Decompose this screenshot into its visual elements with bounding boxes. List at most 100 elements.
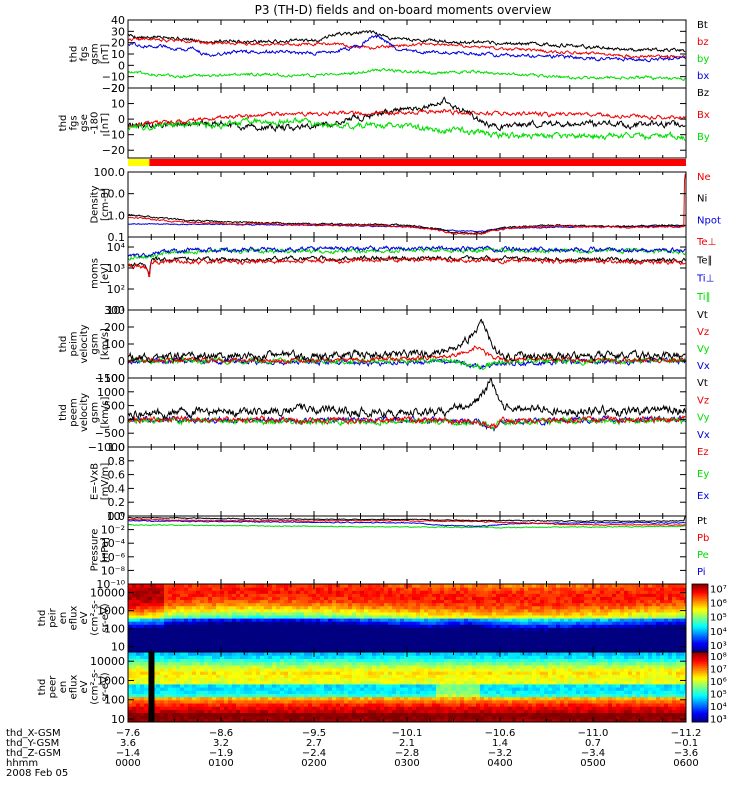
spectrogram-cell xyxy=(248,596,253,601)
spectrogram-cell xyxy=(276,655,281,659)
spectrogram-cell xyxy=(204,655,209,659)
spectrogram-cell xyxy=(520,645,525,650)
spectrogram-cell xyxy=(604,608,609,613)
spectrogram-cell xyxy=(328,633,333,638)
spectrogram-cell xyxy=(140,696,145,701)
spectrogram-cell xyxy=(212,687,217,691)
spectrogram-cell xyxy=(184,608,189,613)
spectrogram-cell xyxy=(612,639,617,644)
spectrogram-cell xyxy=(468,608,473,613)
spectrogram-cell xyxy=(324,664,329,669)
spectrogram-cell xyxy=(248,667,253,672)
spectrogram-cell xyxy=(236,593,241,597)
spectrogram-cell xyxy=(292,690,297,694)
spectrogram-cell xyxy=(288,699,293,704)
spectrogram-cell xyxy=(532,602,537,607)
spectrogram-cell xyxy=(484,645,489,650)
spectrogram-cell xyxy=(548,596,553,601)
spectrogram-cell xyxy=(400,627,405,631)
colorbar-segment xyxy=(692,640,708,643)
spectrogram-cell xyxy=(380,618,385,622)
spectrogram-cell xyxy=(248,614,253,619)
spectrogram-cell xyxy=(464,636,469,641)
spectrogram-cell xyxy=(540,624,545,628)
spectrogram-cell xyxy=(220,652,225,656)
spectrogram-cell xyxy=(576,642,581,647)
spectrogram-cell xyxy=(472,624,477,628)
spectrogram-cell xyxy=(232,614,237,619)
spectrogram-cell xyxy=(572,593,577,597)
spectrogram-cell xyxy=(672,596,677,601)
spectrogram-cell xyxy=(132,652,137,656)
spectrogram-cell xyxy=(200,624,205,628)
spectrogram-cell xyxy=(268,702,273,707)
spectrogram-cell xyxy=(316,712,321,717)
spectrogram-cell xyxy=(508,587,513,591)
y-tick-label: 10⁻² xyxy=(101,524,125,537)
spectrogram-cell xyxy=(308,639,313,644)
spectrogram-cell xyxy=(296,636,301,641)
spectrogram-cell xyxy=(268,614,273,619)
spectrogram-cell xyxy=(372,614,377,619)
spectrogram-cell xyxy=(564,630,569,635)
spectrogram-cell xyxy=(416,584,421,588)
spectrogram-cell xyxy=(304,608,309,613)
spectrogram-cell xyxy=(380,587,385,591)
spectrogram-cell xyxy=(296,630,301,635)
spectrogram-cell xyxy=(352,627,357,631)
spectrogram-cell xyxy=(352,584,357,588)
spectrogram-cell xyxy=(332,642,337,647)
spectrogram-cell xyxy=(668,584,673,588)
spectrogram-cell xyxy=(504,611,509,616)
spectrogram-cell xyxy=(240,674,245,679)
spectrogram-cell xyxy=(532,645,537,650)
spectrogram-cell xyxy=(412,633,417,638)
spectrogram-cell xyxy=(292,627,297,631)
spectrogram-cell xyxy=(524,614,529,619)
spectrogram-cell xyxy=(160,627,165,631)
spectrogram-cell xyxy=(180,702,185,707)
y-axis-label-line: moms xyxy=(90,258,101,289)
spectrogram-cell xyxy=(240,667,245,672)
spectrogram-cell xyxy=(200,667,205,672)
spectrogram-cell xyxy=(180,674,185,679)
spectrogram-cell xyxy=(496,590,501,594)
spectrogram-cell xyxy=(604,596,609,601)
spectrogram-cell xyxy=(380,636,385,641)
spectrogram-cell xyxy=(316,584,321,588)
spectrogram-cell xyxy=(176,690,181,694)
spectrogram-cell xyxy=(296,655,301,659)
spectrogram-cell xyxy=(468,587,473,591)
spectrogram-cell xyxy=(628,590,633,594)
spectrogram-cell xyxy=(208,590,213,594)
spectrogram-cell xyxy=(200,693,205,698)
spectrogram-cell xyxy=(280,715,285,720)
spectrogram-cell xyxy=(268,674,273,679)
spectrogram-cell xyxy=(588,584,593,588)
spectrogram-cell xyxy=(136,621,141,625)
spectrogram-cell xyxy=(556,636,561,641)
spectrogram-cell xyxy=(212,683,217,688)
spectrogram-cell xyxy=(460,611,465,616)
spectrogram-cell xyxy=(580,618,585,622)
spectrogram-cell xyxy=(328,627,333,631)
spectrogram-cell xyxy=(248,618,253,622)
spectrogram-cell xyxy=(404,636,409,641)
spectrogram-cell xyxy=(240,696,245,701)
spectrogram-cell xyxy=(628,639,633,644)
spectrogram-cell xyxy=(192,709,197,714)
spectrogram-cell xyxy=(628,642,633,647)
spectrogram-cell xyxy=(200,630,205,635)
spectrogram-cell xyxy=(280,633,285,638)
spectrogram-cell xyxy=(632,584,637,588)
spectrogram-cell xyxy=(372,587,377,591)
y-axis-label-line: Pressure xyxy=(90,529,101,572)
spectrogram-cell xyxy=(324,605,329,610)
spectrogram-cell xyxy=(188,605,193,610)
spectrogram-cell xyxy=(164,596,169,601)
spectrogram-cell xyxy=(368,587,373,591)
spectrogram-cell xyxy=(324,652,329,656)
spectrogram-cell xyxy=(404,642,409,647)
spectrogram-cell xyxy=(228,593,233,597)
spectrogram-cell xyxy=(316,696,321,701)
